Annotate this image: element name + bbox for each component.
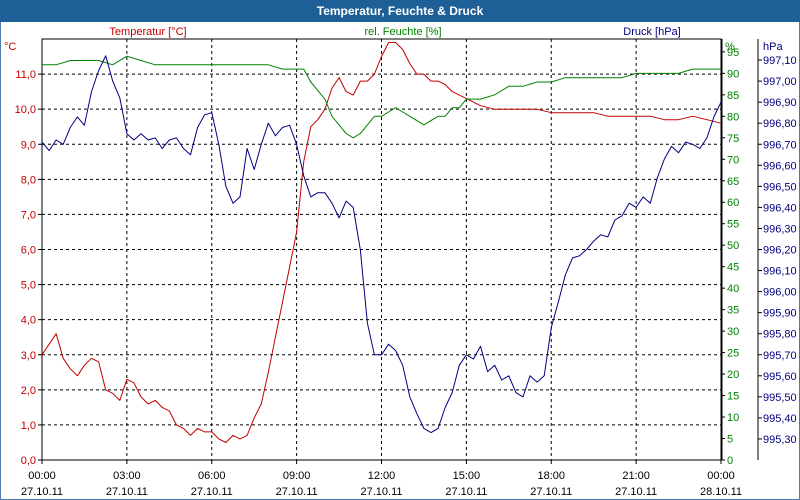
tick-label-x-time: 18:00 bbox=[537, 470, 565, 482]
tick-label-pressure: 995,30 bbox=[763, 434, 797, 446]
series-line-temperature bbox=[41, 42, 722, 443]
tick-label-humidity: 75 bbox=[727, 133, 739, 145]
tick-label-x-date: 27.10.11 bbox=[530, 486, 572, 498]
tick-label-x-time: 15:00 bbox=[453, 470, 481, 482]
tick-label-x-time: 00:00 bbox=[707, 470, 735, 482]
axis-unit-pressure: hPa bbox=[763, 41, 783, 53]
chart-title-bar: Temperatur, Feuchte & Druck bbox=[0, 0, 800, 22]
tick-label-humidity: 50 bbox=[727, 240, 739, 252]
tick-label-humidity: 55 bbox=[727, 219, 739, 231]
tick-label-pressure: 995,50 bbox=[763, 392, 797, 404]
tick-label-temperature: 9,0 bbox=[21, 139, 36, 151]
tick-label-humidity: 10 bbox=[727, 412, 739, 424]
axis-title-pressure: Druck [hPa] bbox=[623, 26, 680, 38]
axis-title-humidity: rel. Feuchte [%] bbox=[364, 26, 441, 38]
tick-label-pressure: 997,00 bbox=[763, 76, 797, 88]
axis-unit-temperature: °C bbox=[4, 41, 16, 53]
tick-label-pressure: 996,40 bbox=[763, 202, 797, 214]
tick-label-humidity: 25 bbox=[727, 348, 739, 360]
tick-label-x-date: 27.10.11 bbox=[106, 486, 148, 498]
tick-label-pressure: 995,90 bbox=[763, 308, 797, 320]
tick-label-temperature: 6,0 bbox=[21, 245, 36, 257]
tick-label-temperature: 2,0 bbox=[21, 385, 36, 397]
tick-label-temperature: 1,0 bbox=[21, 420, 36, 432]
tick-label-humidity: 0 bbox=[727, 455, 733, 467]
tick-label-pressure: 996,30 bbox=[763, 223, 797, 235]
tick-label-x-time: 06:00 bbox=[198, 470, 226, 482]
tick-label-temperature: 11,0 bbox=[15, 69, 36, 81]
tick-label-pressure: 996,60 bbox=[763, 160, 797, 172]
tick-label-pressure: 996,20 bbox=[763, 245, 797, 257]
series-line-humidity bbox=[42, 55, 721, 139]
axis-unit-humidity: % bbox=[725, 41, 735, 53]
tick-label-pressure: 996,90 bbox=[763, 97, 797, 109]
tick-label-pressure: 995,70 bbox=[763, 350, 797, 362]
tick-label-pressure: 996,80 bbox=[763, 118, 797, 130]
tick-label-pressure: 997,10 bbox=[763, 55, 797, 67]
tick-label-humidity: 65 bbox=[727, 176, 739, 188]
tick-label-pressure: 996,50 bbox=[763, 181, 797, 193]
tick-label-humidity: 45 bbox=[727, 262, 739, 274]
axis-layer: 0,0 1,0 2,0 3,0 4,0 5,0 6,0 7,0 8,0 9,0 10,0 11,0 °C… bbox=[4, 26, 797, 498]
tick-label-x-date: 27.10.11 bbox=[276, 486, 318, 498]
tick-label-pressure: 995,80 bbox=[763, 329, 797, 341]
tick-label-humidity: 85 bbox=[727, 90, 739, 102]
tick-label-x-date: 27.10.11 bbox=[615, 486, 657, 498]
tick-label-pressure: 996,00 bbox=[763, 287, 797, 299]
tick-label-temperature: 8,0 bbox=[21, 174, 36, 186]
series-layer bbox=[41, 42, 722, 443]
tick-label-humidity: 30 bbox=[727, 326, 739, 338]
tick-label-humidity: 15 bbox=[727, 391, 739, 403]
tick-label-x-date: 27.10.11 bbox=[191, 486, 233, 498]
grid-layer bbox=[41, 38, 722, 461]
axis-title-temperature: Temperatur [°C] bbox=[109, 26, 186, 38]
tick-label-humidity: 35 bbox=[727, 305, 739, 317]
tick-label-x-time: 03:00 bbox=[113, 470, 141, 482]
tick-label-temperature: 5,0 bbox=[21, 280, 36, 292]
tick-label-humidity: 80 bbox=[727, 111, 739, 123]
tick-label-humidity: 5 bbox=[727, 434, 733, 446]
tick-label-pressure: 996,10 bbox=[763, 266, 797, 278]
tick-label-x-date: 28.10.11 bbox=[700, 486, 742, 498]
tick-label-x-date: 27.10.11 bbox=[445, 486, 487, 498]
tick-label-temperature: 0,0 bbox=[21, 455, 36, 467]
tick-label-temperature: 7,0 bbox=[21, 209, 36, 221]
tick-label-x-time: 00:00 bbox=[28, 470, 56, 482]
tick-label-pressure: 996,70 bbox=[763, 139, 797, 151]
tick-label-pressure: 995,40 bbox=[763, 413, 797, 425]
tick-label-x-time: 21:00 bbox=[622, 470, 650, 482]
tick-label-humidity: 70 bbox=[727, 154, 739, 166]
series-line-pressure bbox=[41, 55, 722, 434]
tick-label-temperature: 4,0 bbox=[21, 315, 36, 327]
tick-label-x-date: 27.10.11 bbox=[21, 486, 63, 498]
tick-label-humidity: 60 bbox=[727, 197, 739, 209]
tick-label-temperature: 3,0 bbox=[21, 350, 36, 362]
tick-label-humidity: 20 bbox=[727, 369, 739, 381]
tick-label-x-date: 27.10.11 bbox=[360, 486, 402, 498]
chart-title: Temperatur, Feuchte & Druck bbox=[316, 4, 484, 18]
tick-label-humidity: 40 bbox=[727, 283, 739, 295]
tick-label-temperature: 10,0 bbox=[15, 104, 36, 116]
tick-label-x-time: 12:00 bbox=[368, 470, 396, 482]
tick-label-humidity: 90 bbox=[727, 68, 739, 80]
tick-label-x-time: 09:00 bbox=[283, 470, 311, 482]
tick-label-humidity: 95 bbox=[727, 47, 739, 59]
tick-label-pressure: 995,60 bbox=[763, 371, 797, 383]
